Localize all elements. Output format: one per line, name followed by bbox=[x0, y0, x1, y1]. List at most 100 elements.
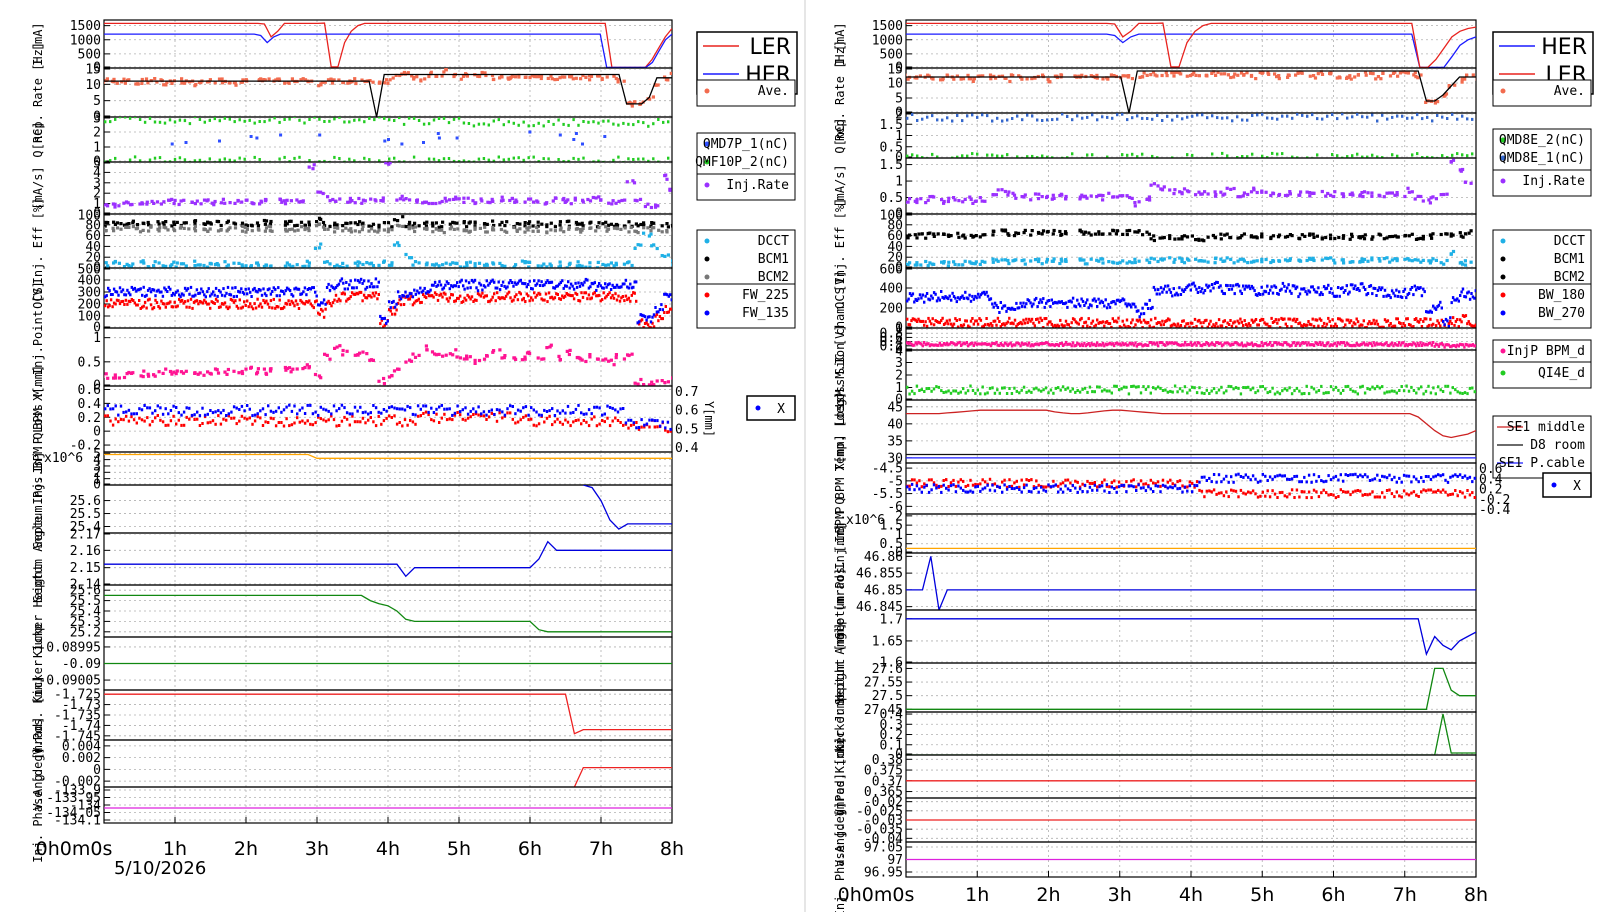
bcm1-mark bbox=[597, 221, 601, 225]
qmf10p-2-nc--mark bbox=[622, 121, 625, 125]
bcm1-mark bbox=[1361, 234, 1365, 239]
x-mark bbox=[482, 410, 486, 414]
inj-rate-mark bbox=[1156, 184, 1160, 188]
fw-135-mark bbox=[666, 293, 669, 297]
series-mark bbox=[582, 156, 585, 160]
fw-225-mark bbox=[462, 300, 465, 304]
ave--mark bbox=[1412, 73, 1416, 77]
bw-270-mark bbox=[1171, 294, 1174, 298]
dcct-mark bbox=[1133, 260, 1137, 265]
bw-270-mark bbox=[1410, 286, 1414, 289]
bw-270-mark bbox=[1013, 308, 1017, 311]
bw-180-mark bbox=[1322, 321, 1326, 325]
inj-rate-mark bbox=[1213, 194, 1218, 198]
inj-rate-mark bbox=[104, 203, 108, 207]
bw-180-mark bbox=[924, 320, 927, 324]
bw-270-mark bbox=[1152, 285, 1156, 289]
bcm2-mark bbox=[431, 230, 435, 234]
fw-135-mark bbox=[655, 310, 659, 314]
inj-rate-mark bbox=[1413, 197, 1417, 201]
inj-rate-mark bbox=[1439, 193, 1443, 197]
qmd8e-2-nc--mark bbox=[1441, 154, 1444, 158]
series-mark bbox=[153, 374, 157, 378]
y-tick-label: 0 bbox=[93, 379, 101, 394]
series-mark bbox=[627, 353, 631, 358]
fw-225-mark bbox=[105, 299, 108, 303]
bw-180-mark bbox=[1101, 320, 1105, 324]
bcm2-mark bbox=[112, 229, 116, 233]
fw-135-mark bbox=[167, 285, 170, 289]
ave--mark bbox=[1101, 77, 1105, 81]
bw-180-mark bbox=[1213, 324, 1217, 328]
bw-270-mark bbox=[962, 296, 966, 300]
bcm1-mark bbox=[1197, 237, 1201, 241]
dcct-mark bbox=[112, 261, 116, 265]
ave--mark bbox=[442, 70, 446, 74]
dcct-mark bbox=[1159, 257, 1163, 261]
dcct-mark bbox=[184, 264, 188, 268]
dcct-mark bbox=[980, 259, 984, 263]
inj-rate-mark bbox=[1407, 190, 1411, 194]
series-mark bbox=[622, 357, 626, 361]
y-mark bbox=[369, 416, 372, 419]
qmf10p-2-nc--mark bbox=[353, 118, 356, 122]
fw-225-mark bbox=[572, 297, 576, 301]
dcct-mark bbox=[614, 263, 618, 267]
bcm2-mark bbox=[423, 227, 427, 231]
bcm2-mark bbox=[244, 230, 248, 234]
qmd7p-1-nc--mark bbox=[318, 133, 322, 137]
qmd7p-1-nc--mark bbox=[170, 142, 174, 146]
bw-180-mark bbox=[1002, 322, 1005, 326]
fw-135-mark bbox=[126, 288, 129, 292]
fw-225-mark bbox=[420, 300, 423, 304]
series-mark bbox=[104, 693, 672, 735]
ave--mark bbox=[579, 77, 583, 81]
series-mark bbox=[542, 357, 546, 361]
x-mark bbox=[595, 405, 599, 409]
fw-225-mark bbox=[232, 300, 236, 304]
bw-270-mark bbox=[1236, 282, 1239, 286]
x-mark bbox=[248, 407, 251, 411]
qmf10p-2-nc--mark bbox=[258, 120, 261, 123]
bw-180-mark bbox=[978, 317, 981, 321]
bw-270-mark bbox=[1406, 293, 1409, 297]
y-mark bbox=[290, 423, 294, 427]
y-mark bbox=[248, 416, 251, 420]
x-tick-label: 4h bbox=[376, 838, 400, 860]
series-mark bbox=[253, 155, 256, 159]
y-mark bbox=[466, 416, 470, 420]
bcm1-mark bbox=[255, 221, 260, 225]
bcm1-mark bbox=[491, 219, 495, 223]
x-mark bbox=[474, 410, 478, 414]
inj-rate-mark bbox=[1020, 195, 1024, 199]
y-mark bbox=[614, 416, 617, 420]
bw-180-mark bbox=[935, 320, 939, 323]
y-tick-label: 4 bbox=[93, 166, 101, 181]
bcm1-mark bbox=[156, 220, 160, 224]
series-mark bbox=[358, 351, 362, 355]
y-mark bbox=[385, 416, 388, 420]
dcct-mark bbox=[915, 261, 919, 265]
ave--mark bbox=[388, 78, 392, 82]
y-mark bbox=[154, 416, 157, 420]
bw-180-mark bbox=[1470, 324, 1473, 328]
series-mark bbox=[652, 157, 655, 161]
ave--mark bbox=[517, 75, 521, 79]
y-axis-label: Septum Angle bbox=[31, 516, 45, 603]
inj-rate-mark bbox=[328, 199, 332, 203]
x-mark bbox=[230, 410, 233, 414]
fw-225-mark bbox=[456, 296, 459, 300]
inj-rate-mark bbox=[906, 200, 910, 204]
dcct-mark bbox=[906, 261, 907, 265]
bw-270-mark bbox=[1280, 287, 1283, 291]
dcct-mark bbox=[301, 264, 305, 268]
bw-180-mark bbox=[1209, 319, 1212, 323]
y-mark bbox=[477, 413, 480, 417]
bw-270-mark bbox=[999, 301, 1002, 304]
y-tick-label: 4 bbox=[93, 453, 101, 468]
qmf10p-2-nc--mark bbox=[178, 118, 182, 122]
bw-180-mark bbox=[1359, 323, 1363, 327]
qmd8e-1-nc--mark bbox=[1146, 117, 1149, 120]
inj-rate-mark bbox=[1360, 191, 1364, 195]
qmd8e-2-nc--mark bbox=[1366, 155, 1369, 158]
